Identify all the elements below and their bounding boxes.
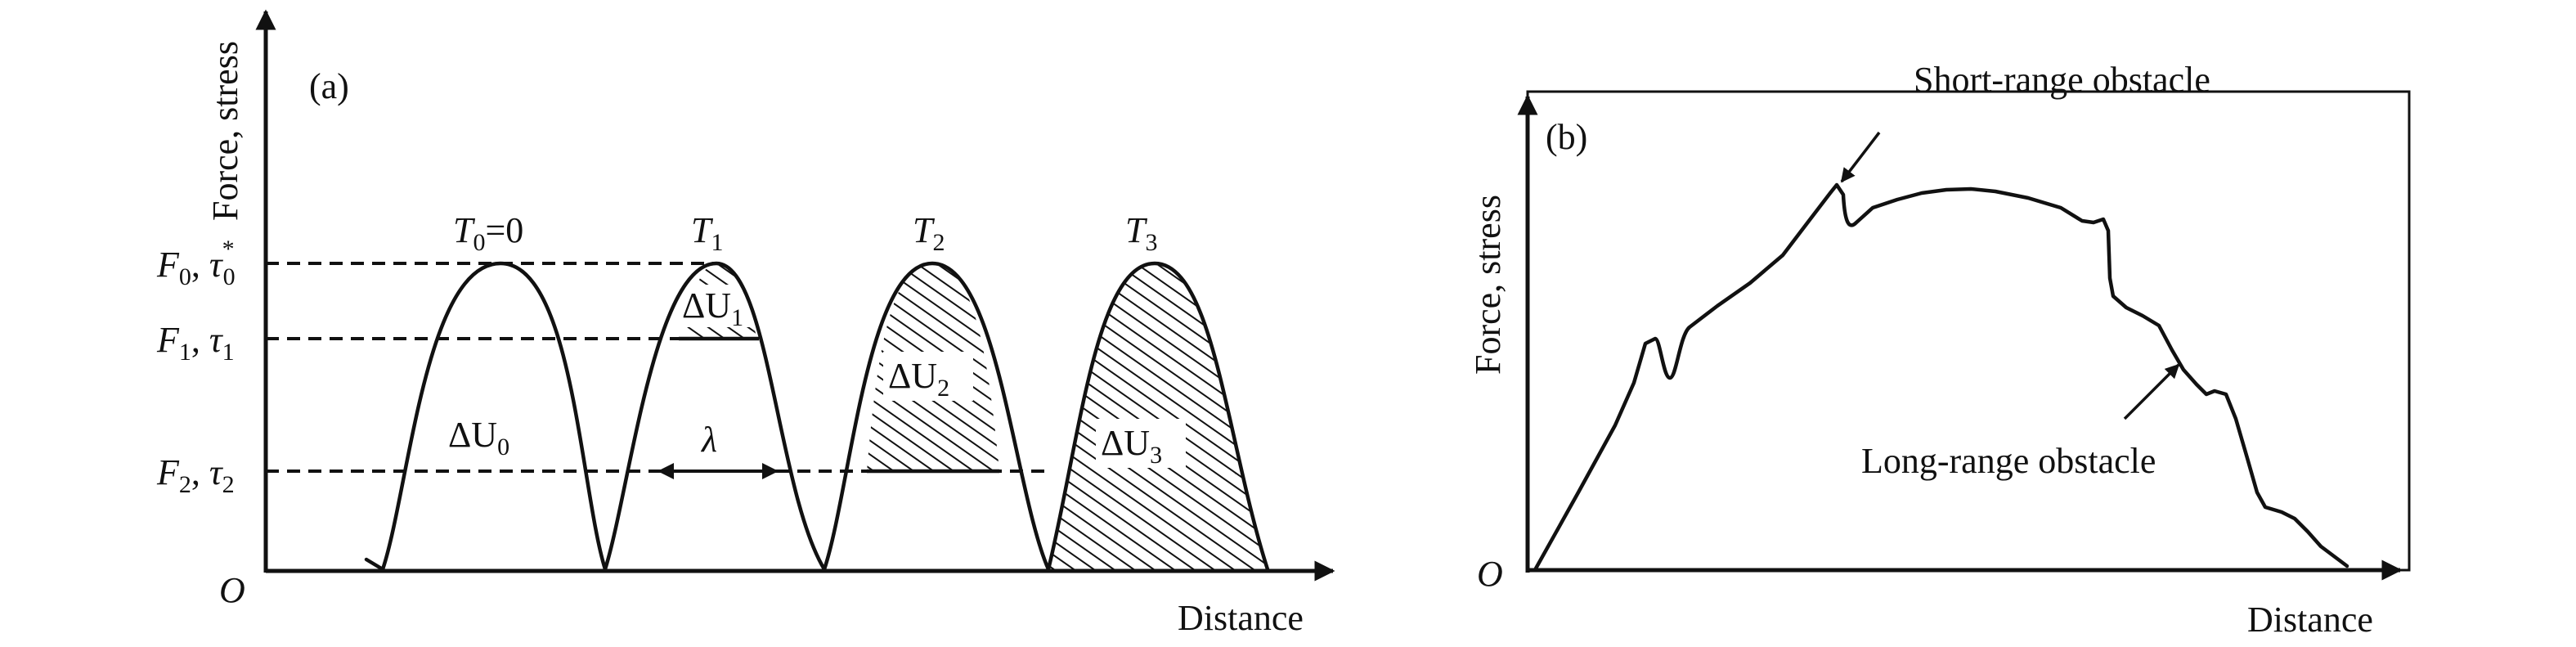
panel-b: (b) Force, stress Distance O Short-range… (1468, 60, 2411, 640)
long-range-label: Long-range obstacle (1861, 441, 2156, 481)
origin-label-a: O (219, 570, 245, 610)
x-axis-label-b: Distance (2247, 600, 2373, 640)
energy-label-u1: ΔU1 (682, 285, 743, 331)
panel-a-label: (a) (309, 66, 349, 106)
long-range-pointer (2123, 363, 2180, 420)
delta-u3-label-bg (1096, 419, 1186, 468)
energy-label-u0: ΔU0 (448, 415, 509, 461)
panel-b-frame (1526, 90, 2411, 572)
short-range-label: Short-range obstacle (1914, 60, 2210, 100)
barrier-label-t3: T3 (1125, 210, 1157, 256)
level-label-1: F1, τ1 (156, 320, 235, 366)
lambda-label: λ (700, 420, 717, 460)
energy-label-u2: ΔU2 (888, 356, 949, 402)
delta-u2-label-bg (883, 352, 973, 401)
barrier-label-t0: T0=0 (453, 210, 523, 256)
y-axis-label-b: Force, stress (1468, 195, 1508, 375)
level-label-2: F2, τ2 (156, 452, 235, 498)
origin-label-b: O (1477, 554, 1503, 594)
hatch-delta-u3 (1048, 263, 1268, 569)
barrier-label-t2: T2 (913, 210, 945, 256)
obstacle-curve (1533, 182, 2349, 571)
x-axis-label-a: Distance (1178, 598, 1304, 638)
panel-a: (a) Force, stress Distance O T0=0 T1 T2 … (156, 9, 1335, 638)
barrier-label-t1: T1 (691, 210, 723, 256)
y-axis-label-a: Force, stress (205, 41, 245, 221)
level-label-0: F0, τ* 0 (156, 236, 236, 290)
energy-label-u3: ΔU3 (1101, 423, 1162, 469)
short-range-pointer (1840, 131, 1881, 183)
panel-b-label: (b) (1546, 117, 1587, 157)
